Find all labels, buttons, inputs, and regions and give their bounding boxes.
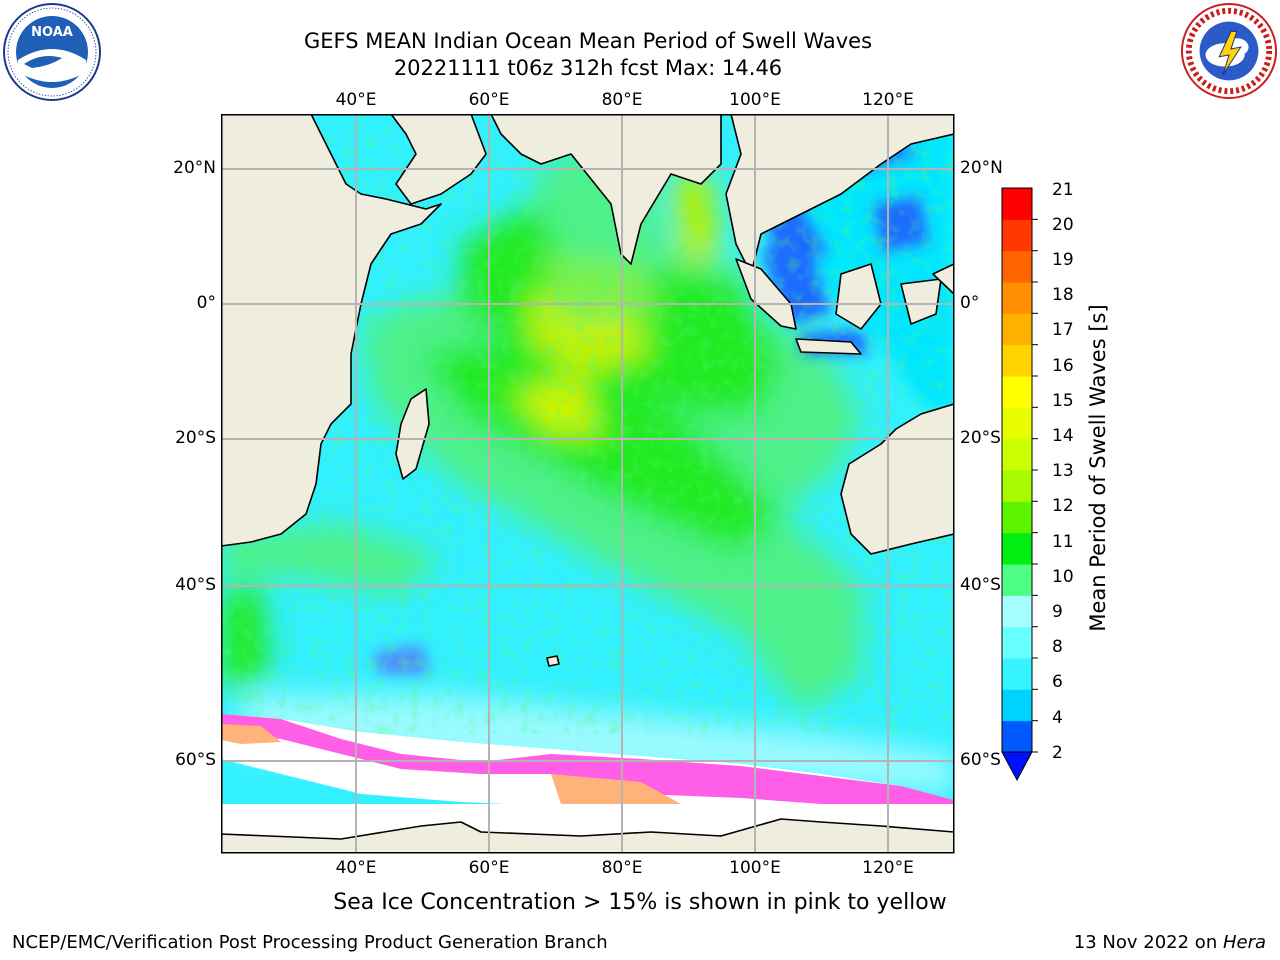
lat-label-left-60s: 60°S bbox=[175, 750, 216, 770]
chart-title: GEFS MEAN Indian Ocean Mean Period of Sw… bbox=[303, 29, 873, 53]
colorbar-tick-20: 20 bbox=[1052, 215, 1074, 235]
colorbar-tick-4: 4 bbox=[1052, 708, 1063, 728]
lat-label-right-20s: 20°S bbox=[960, 428, 1001, 448]
footer-credit: NCEP/EMC/Verification Post Processing Pr… bbox=[12, 932, 608, 953]
colorbar-segment bbox=[1002, 438, 1032, 471]
lat-label-right-0: 0° bbox=[960, 293, 980, 313]
colorbar-tick-17: 17 bbox=[1052, 320, 1074, 340]
colorbar-segment bbox=[1002, 188, 1032, 220]
colorbar-segment bbox=[1002, 720, 1032, 753]
colorbar-segment bbox=[1002, 595, 1032, 628]
sea-ice-note: Sea Ice Concentration > 15% is shown in … bbox=[333, 890, 947, 915]
lon-label-bottom-80e: 80°E bbox=[601, 858, 643, 878]
colorbar-segment bbox=[1002, 532, 1032, 565]
lon-label-bottom-40e: 40°E bbox=[335, 858, 377, 878]
colorbar-segment bbox=[1002, 282, 1032, 314]
colorbar-segment bbox=[1002, 470, 1032, 502]
footer-date: 13 Nov 2022 on Hera bbox=[1074, 932, 1266, 953]
lon-label-top-120e: 120°E bbox=[862, 90, 914, 110]
colorbar-tick-19: 19 bbox=[1052, 250, 1074, 270]
lon-label-top-60e: 60°E bbox=[468, 90, 510, 110]
colorbar-tick-11: 11 bbox=[1052, 532, 1074, 552]
colorbar-tick-6: 6 bbox=[1052, 672, 1063, 692]
noaa-logo: NOAA bbox=[2, 2, 102, 102]
sea-ice-band bbox=[221, 714, 954, 804]
colorbar-segment bbox=[1002, 250, 1032, 283]
colorbar-svg bbox=[1001, 187, 1038, 782]
colorbar-segment bbox=[1002, 313, 1032, 346]
colorbar-tick-10: 10 bbox=[1052, 567, 1074, 587]
colorbar-tick-18: 18 bbox=[1052, 285, 1074, 305]
lat-label-left-0: 0° bbox=[196, 293, 216, 313]
colorbar-segment bbox=[1002, 344, 1032, 377]
lon-label-bottom-60e: 60°E bbox=[468, 858, 510, 878]
colorbar-extend-arrow bbox=[1001, 751, 1033, 782]
colorbar-tick-2: 2 bbox=[1052, 743, 1063, 763]
lat-label-right-40s: 40°S bbox=[960, 575, 1001, 595]
lat-label-left-20s: 20°S bbox=[175, 428, 216, 448]
lat-label-right-60s: 60°S bbox=[960, 750, 1001, 770]
colorbar-segment bbox=[1002, 564, 1032, 596]
colorbar-segment bbox=[1002, 376, 1032, 408]
colorbar-tick-16: 16 bbox=[1052, 356, 1074, 376]
nws-logo bbox=[1180, 2, 1278, 100]
lon-label-bottom-120e: 120°E bbox=[862, 858, 914, 878]
colorbar-tick-12: 12 bbox=[1052, 496, 1074, 516]
colorbar-segment bbox=[1002, 219, 1032, 252]
map-frame bbox=[221, 114, 955, 854]
lon-label-top-100e: 100°E bbox=[729, 90, 781, 110]
noaa-logo-text: NOAA bbox=[31, 25, 73, 40]
colorbar-segment bbox=[1002, 407, 1032, 440]
colorbar-tick-8: 8 bbox=[1052, 637, 1063, 657]
map-gridlines bbox=[221, 114, 954, 853]
lat-label-left-20n: 20°N bbox=[173, 158, 216, 178]
colorbar-segment bbox=[1002, 658, 1032, 690]
colorbar-tick-21: 21 bbox=[1052, 180, 1074, 200]
lat-label-left-40s: 40°S bbox=[175, 575, 216, 595]
lon-label-bottom-100e: 100°E bbox=[729, 858, 781, 878]
footer-date-text: 13 Nov 2022 on bbox=[1073, 932, 1223, 953]
colorbar-segment bbox=[1002, 501, 1032, 534]
swell-period-map bbox=[221, 114, 955, 854]
map-canvas bbox=[221, 114, 955, 854]
colorbar-tick-15: 15 bbox=[1052, 391, 1074, 411]
lon-label-top-80e: 80°E bbox=[601, 90, 643, 110]
colorbar-tick-13: 13 bbox=[1052, 461, 1074, 481]
footer-host: Hera bbox=[1222, 932, 1266, 953]
colorbar-segment bbox=[1002, 689, 1032, 722]
colorbar-tick-14: 14 bbox=[1052, 426, 1074, 446]
colorbar-label: Mean Period of Swell Waves [s] bbox=[1086, 304, 1110, 632]
colorbar-tick-9: 9 bbox=[1052, 602, 1063, 622]
colorbar bbox=[1000, 186, 1040, 786]
chart-subtitle: 20221111 t06z 312h fcst Max: 14.46 bbox=[393, 56, 783, 80]
colorbar-segment bbox=[1002, 626, 1032, 659]
lat-label-right-20n: 20°N bbox=[960, 158, 1003, 178]
lon-label-top-40e: 40°E bbox=[335, 90, 377, 110]
